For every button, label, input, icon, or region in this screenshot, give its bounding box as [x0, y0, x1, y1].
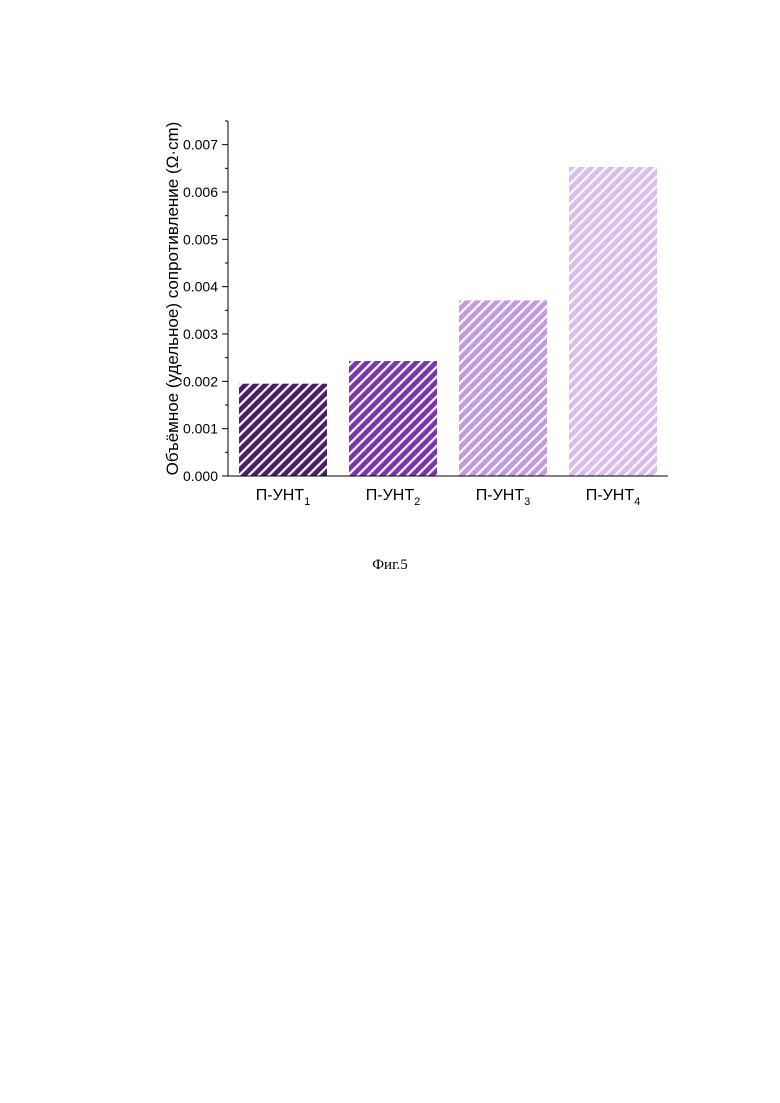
- bar-4: [569, 166, 657, 476]
- y-tick-label: 0.007: [183, 137, 218, 153]
- y-tick-label: 0.001: [183, 421, 218, 437]
- x-labels-group: П-УНТ1 П-УНТ2 П-УНТ3 П-УНТ4: [256, 487, 640, 508]
- bars-group: [239, 166, 657, 476]
- bar-chart: 0.000 0.001 0.002 0.003 0.004 0.005 0.006 0.007…: [163, 120, 668, 508]
- y-tick-label: 0.003: [183, 326, 218, 342]
- y-tick-label: 0.000: [183, 468, 218, 484]
- x-category-label: П-УНТ3: [476, 487, 530, 508]
- y-tick-label: 0.006: [183, 184, 218, 200]
- x-category-label: П-УНТ2: [366, 487, 420, 508]
- y-tick-label: 0.002: [183, 373, 218, 389]
- bar-3: [459, 300, 547, 476]
- bar-1: [239, 383, 327, 476]
- figure-caption: Фиг.5: [372, 557, 408, 573]
- x-category-label: П-УНТ1: [256, 487, 310, 508]
- y-tick-label: 0.005: [183, 231, 218, 247]
- x-category-label: П-УНТ4: [586, 487, 640, 508]
- y-tick-label: 0.004: [183, 279, 218, 295]
- bar-2: [349, 360, 437, 476]
- y-ticks-group: 0.000 0.001 0.002 0.003 0.004 0.005 0.006 0.007: [183, 120, 228, 484]
- y-axis-title: Объёмное (удельное) сопротивление (Ω·cm): [163, 122, 182, 476]
